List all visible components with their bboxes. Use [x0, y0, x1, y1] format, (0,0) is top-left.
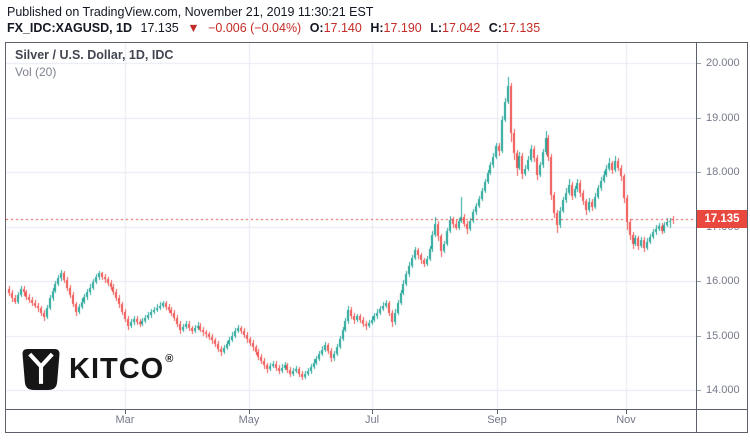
month-tick-mark: [125, 410, 126, 414]
published-line: Published on TradingView.com, November 2…: [7, 5, 374, 19]
open-number: 17.140: [323, 21, 362, 35]
low-number: 17.042: [442, 21, 481, 35]
symbol-label: FX_IDC:XAGUSD, 1D: [7, 21, 133, 35]
high-value: H:17.190: [370, 21, 421, 35]
close-value: C:17.135: [489, 21, 540, 35]
high-number: 17.190: [383, 21, 422, 35]
price-tick-mark: [697, 336, 701, 337]
change-text: −0.006 (−0.04%): [208, 21, 302, 35]
time-axis: Mar May Jul Sep Nov: [6, 410, 696, 432]
price-tick-label: 16.000: [706, 275, 740, 287]
open-value: O:17.140: [310, 21, 362, 35]
month-label: Sep: [487, 414, 507, 426]
price-tick-mark: [697, 118, 701, 119]
chart-widget: Silver / U.S. Dollar, 1D, IDC Vol (20) K…: [5, 42, 748, 433]
registered-trademark-symbol: ®: [165, 352, 174, 365]
down-triangle-icon: ▼: [187, 21, 200, 35]
month-tick-mark: [249, 410, 250, 414]
price-tick-label: 18.000: [706, 166, 740, 178]
chart-title: Silver / U.S. Dollar, 1D, IDC: [15, 48, 174, 62]
close-number: 17.135: [501, 21, 541, 35]
price-tick-mark: [697, 281, 701, 282]
price-tick-label: 19.000: [706, 112, 740, 124]
month-label: Jul: [364, 414, 380, 426]
price-axis-divider: [696, 43, 697, 432]
candlestick-canvas: [6, 43, 696, 409]
symbol-ohlc-line: FX_IDC:XAGUSD, 1D 17.135 ▼ −0.006 (−0.04…: [7, 21, 545, 35]
month-tick-mark: [372, 410, 373, 414]
last-price-text: 17.135: [140, 21, 179, 35]
month-label: Mar: [115, 414, 135, 426]
month-tick-mark: [626, 410, 627, 414]
high-label: H:: [370, 21, 384, 35]
low-label: L:: [430, 21, 443, 35]
time-axis-divider: [6, 409, 747, 410]
price-tick-mark: [697, 390, 701, 391]
price-tick-mark: [697, 63, 701, 64]
kitco-logo-icon: [22, 349, 60, 390]
price-tick-mark: [697, 172, 701, 173]
open-label: O:: [309, 21, 324, 35]
close-label: C:: [488, 21, 502, 35]
month-label: Nov: [616, 414, 636, 426]
low-value: L:17.042: [430, 21, 480, 35]
price-tick-label: 20.000: [706, 57, 740, 69]
kitco-wordmark: KITCO: [69, 353, 165, 385]
month-tick-mark: [497, 410, 498, 414]
price-axis: 20.00019.00018.00017.00016.00015.00014.0…: [697, 43, 747, 409]
kitco-watermark: KITCO ®: [20, 348, 174, 391]
month-label: May: [238, 414, 260, 426]
price-tick-label: 15.000: [706, 330, 740, 342]
price-tick-label: 14.000: [706, 384, 740, 396]
last-price-axis-label: 17.135: [697, 210, 747, 228]
volume-indicator-label: Vol (20): [15, 65, 57, 79]
